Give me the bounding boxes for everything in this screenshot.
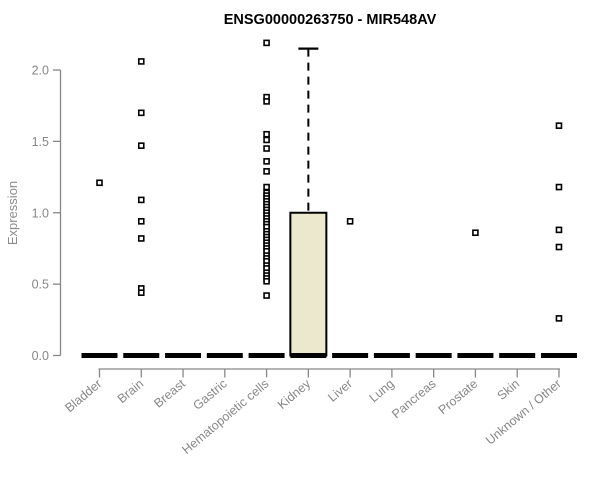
y-tick-label: 0.5 [32, 278, 49, 292]
outlier-point [137, 109, 145, 117]
median-line [123, 353, 160, 358]
outlier-point [137, 142, 145, 149]
outlier-point [555, 226, 563, 234]
outlier-point [263, 158, 270, 165]
median-line [415, 353, 452, 358]
median-line [457, 353, 494, 358]
outlier-point [263, 130, 270, 138]
median-line [499, 353, 536, 358]
x-tick-label: Liver [325, 377, 355, 405]
outlier-point [555, 243, 563, 251]
median-line [248, 353, 285, 358]
median-line [373, 353, 410, 358]
outlier-point [263, 292, 270, 299]
x-tick-label: Bladder [62, 377, 104, 415]
outlier-point [263, 98, 270, 105]
x-tick-label: Prostate [436, 377, 481, 418]
outlier-point [472, 229, 479, 237]
outlier-point [263, 183, 270, 191]
median-line [206, 353, 243, 358]
x-tick-label: Breast [151, 376, 188, 410]
x-tick-label: Gastric [190, 377, 229, 413]
outlier-point [137, 58, 145, 65]
outlier-point [263, 168, 270, 175]
median-line [540, 353, 577, 358]
outlier-point [346, 218, 354, 225]
y-tick-label: 1.0 [32, 206, 49, 220]
x-tick-label: Kidney [275, 376, 314, 412]
outlier-points-group [96, 39, 563, 322]
box [289, 211, 328, 357]
x-tick-label: Skin [494, 377, 522, 403]
outlier-point [263, 136, 270, 144]
outlier-point [137, 235, 145, 242]
outlier-point [263, 277, 270, 285]
median-line [165, 353, 202, 358]
median-line [81, 353, 118, 358]
median-line [332, 353, 369, 358]
outlier-point [263, 145, 270, 152]
y-tick-label: 0.0 [32, 349, 49, 363]
x-tick-label: Lung [367, 377, 397, 406]
outlier-point [555, 315, 563, 322]
outlier-point [555, 183, 563, 191]
median-line [290, 353, 327, 358]
outlier-point [263, 39, 270, 47]
outlier-point [96, 179, 103, 187]
y-tick-label: 1.5 [32, 135, 49, 149]
x-tick-label: Brain [115, 377, 146, 407]
outlier-point [137, 289, 145, 296]
outlier-point [555, 122, 563, 129]
outlier-point [137, 196, 145, 204]
chart-title: ENSG00000263750 - MIR548AV [224, 12, 437, 28]
boxes-group [81, 47, 577, 358]
y-tick-label: 2.0 [32, 64, 49, 78]
x-tick-label: Pancreas [389, 377, 438, 422]
outlier-point [137, 218, 145, 225]
y-axis-label: Expression [5, 181, 20, 245]
x-tick-label: Unknown / Other [483, 377, 564, 448]
